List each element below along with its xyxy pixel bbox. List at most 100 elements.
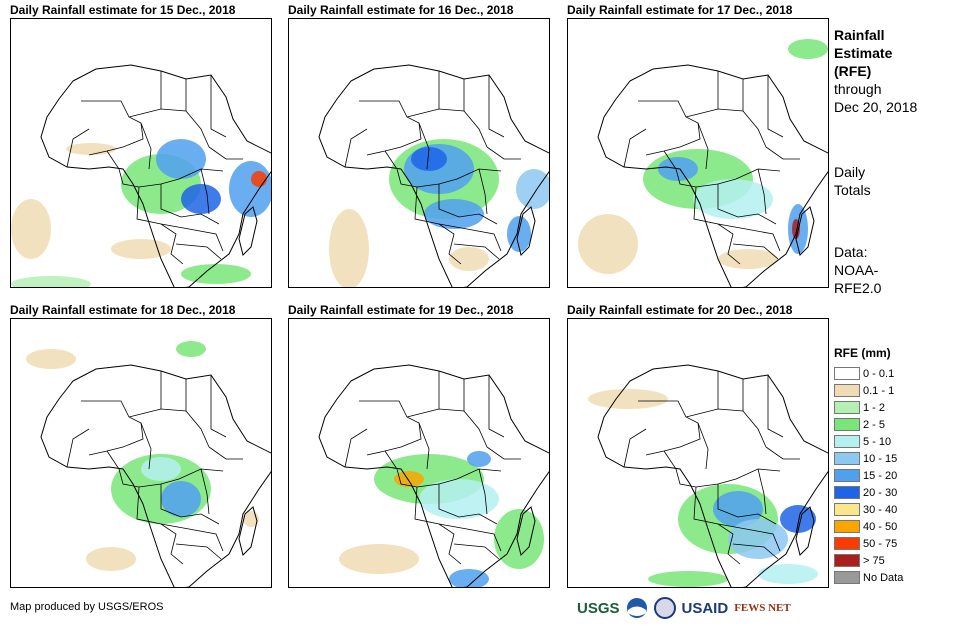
africa-map-svg: [588, 364, 828, 587]
legend-item: 30 - 40: [834, 501, 903, 518]
country-border: [697, 122, 709, 170]
credit-text: Map produced by USGS/EROS: [10, 601, 164, 613]
country-border: [453, 243, 500, 260]
country-border: [418, 122, 430, 170]
madagascar-outline: [795, 506, 815, 556]
rainfall-area: [588, 389, 668, 409]
rainfall-overlay: [11, 139, 271, 287]
rainfall-area: [467, 451, 491, 467]
country-border: [81, 400, 144, 456]
country-border: [486, 446, 521, 460]
country-border: [438, 484, 498, 525]
rainfall-map: [567, 18, 829, 288]
legend-item: 10 - 15: [834, 450, 903, 467]
rainfall-area: [156, 139, 206, 179]
legend-label: 0.1 - 1: [863, 384, 895, 397]
rainfall-area: [411, 147, 447, 171]
country-border: [136, 486, 184, 565]
legend-label: > 75: [863, 554, 885, 567]
country-border: [344, 428, 368, 468]
africa-map-svg: [318, 64, 549, 287]
usaid-logo: USAID: [682, 600, 729, 617]
country-border: [418, 422, 430, 470]
legend-swatch: [834, 435, 860, 448]
country-border: [160, 184, 220, 225]
country-border: [140, 422, 152, 470]
rainfall-area: [758, 564, 818, 584]
rainfall-area: [394, 471, 424, 487]
data-line: Data:: [834, 244, 868, 260]
rainfall-area: [788, 39, 828, 59]
country-border: [160, 223, 224, 252]
rainfall-map: [10, 318, 272, 588]
rainfall-area: [11, 199, 51, 259]
through-label: through: [834, 81, 882, 97]
rainfall-area: [141, 457, 181, 481]
country-border: [66, 128, 90, 168]
legend-swatch: [834, 486, 860, 499]
country-border: [128, 108, 210, 148]
rainfall-area: [111, 239, 171, 259]
country-border: [175, 243, 222, 260]
rainfall-map: [288, 318, 550, 588]
madagascar-outline: [238, 206, 258, 256]
rainfall-area: [339, 544, 419, 574]
country-border: [693, 186, 741, 265]
country-border: [210, 75, 227, 138]
legend-swatch: [834, 537, 860, 550]
country-border: [765, 146, 800, 160]
country-border: [685, 408, 767, 448]
country-border: [693, 486, 741, 565]
africa-map-svg: [578, 39, 828, 287]
country-border: [757, 168, 767, 215]
legend-item: 50 - 75: [834, 535, 903, 552]
legend-label: 1 - 2: [863, 401, 886, 414]
legend-item: 1 - 2: [834, 399, 903, 416]
rainfall-overlay: [26, 341, 259, 571]
africa-map-svg: [318, 364, 549, 587]
usaid-logo-text: USAID: [681, 599, 729, 617]
country-border: [767, 75, 784, 138]
country-border: [717, 484, 777, 525]
country-border: [406, 408, 488, 448]
country-border: [200, 468, 210, 515]
through-date: Dec 20, 2018: [834, 99, 918, 115]
country-border: [128, 408, 210, 448]
legend-item: 15 - 20: [834, 467, 903, 484]
madagascar-outline: [238, 506, 258, 556]
panel-title: Daily Rainfall estimate for 20 Dec., 201…: [567, 303, 793, 317]
country-border: [478, 468, 488, 515]
country-border: [208, 146, 243, 160]
legend-item: 0.1 - 1: [834, 382, 903, 399]
legend-swatch: [834, 503, 860, 516]
country-border: [623, 428, 647, 468]
data-line: NOAA-: [834, 262, 879, 278]
rainfall-area: [693, 179, 773, 219]
title-line: Estimate: [834, 45, 893, 61]
rainfall-area: [181, 264, 251, 284]
country-border: [81, 100, 144, 156]
legend-swatch: [834, 571, 860, 584]
rainfall-area: [229, 161, 271, 217]
panel-title: Daily Rainfall estimate for 18 Dec., 201…: [10, 303, 236, 317]
rainfall-area: [26, 349, 76, 369]
country-border: [663, 150, 781, 188]
legend-item: No Data: [834, 569, 903, 586]
legend: RFE (mm) 0 - 0.1 0.1 - 1 1 - 2 2 - 5 5 - 10 1…: [834, 346, 903, 586]
country-border: [414, 186, 462, 265]
country-border: [66, 428, 90, 468]
madagascar-outline: [795, 206, 815, 256]
legend-label: 30 - 40: [863, 503, 898, 516]
country-border: [732, 243, 779, 260]
rainfall-map: [567, 318, 829, 588]
country-border: [697, 422, 709, 470]
legend-swatch: [834, 452, 860, 465]
country-border: [732, 543, 779, 560]
legend-label: 40 - 50: [863, 520, 898, 533]
rainfall-area: [578, 214, 638, 274]
legend-swatch: [834, 401, 860, 414]
legend-swatch: [834, 367, 860, 380]
country-border: [175, 543, 222, 560]
country-border: [717, 223, 781, 252]
legend-swatch: [834, 418, 860, 431]
